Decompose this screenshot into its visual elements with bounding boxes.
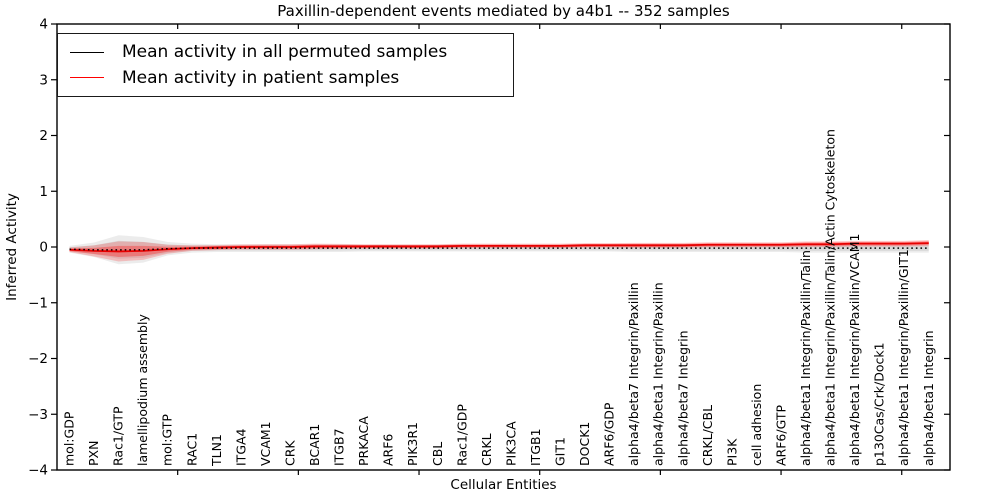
y-tick-label: −3 xyxy=(28,407,48,423)
x-category-label: alpha4/beta1 Integrin/Paxillin/Talin/Act… xyxy=(823,129,838,466)
x-category-label: ITGB7 xyxy=(332,428,347,466)
permuted-distribution-band xyxy=(69,235,929,265)
x-category-label: alpha4/beta1 Integrin/Paxillin/GIT1 xyxy=(896,249,911,466)
y-tick-label: 2 xyxy=(39,128,48,144)
y-tick-label: −4 xyxy=(28,463,48,479)
permuted-distribution-band-inner xyxy=(69,240,929,259)
y-tick-label: 1 xyxy=(39,184,48,200)
legend: Mean activity in all permuted samples Me… xyxy=(57,33,514,97)
legend-label-permuted: Mean activity in all permuted samples xyxy=(122,42,448,63)
x-category-label: alpha4/beta1 Integrin xyxy=(921,330,936,466)
x-axis-title: Cellular Entities xyxy=(450,477,557,493)
x-category-label: ITGB1 xyxy=(528,428,543,466)
legend-item-patient: Mean activity in patient samples xyxy=(70,68,501,88)
x-category-label: RAC1 xyxy=(184,433,199,466)
x-category-label: VCAM1 xyxy=(258,421,273,466)
x-category-label: p130Cas/Crk/Dock1 xyxy=(872,342,887,466)
y-tick-label: −1 xyxy=(28,295,48,311)
x-category-label: alpha4/beta7 Integrin xyxy=(675,330,690,466)
x-category-label: mol:GDP xyxy=(62,411,77,466)
x-category-label: ITGA4 xyxy=(233,428,248,466)
x-category-label: TLN1 xyxy=(209,434,224,467)
x-category-label: alpha4/beta7 Integrin/Paxillin xyxy=(626,282,641,466)
legend-item-permuted: Mean activity in all permuted samples xyxy=(70,42,501,62)
x-category-label: BCAR1 xyxy=(307,424,322,466)
x-category-label: PIK3R1 xyxy=(405,422,420,466)
y-tick-label: −2 xyxy=(28,351,48,367)
x-category-label: CBL xyxy=(430,442,445,466)
x-category-label: mol:GTP xyxy=(160,414,175,466)
x-category-label: CRK xyxy=(282,440,297,466)
y-tick-label: 4 xyxy=(39,17,48,33)
legend-line-permuted-icon xyxy=(70,51,104,53)
x-category-label: CRKL/CBL xyxy=(700,405,715,466)
y-tick-label: 3 xyxy=(39,72,48,88)
x-category-label: Rac1/GTP xyxy=(111,406,126,466)
permuted-mean-line xyxy=(69,247,929,251)
legend-label-patient: Mean activity in patient samples xyxy=(122,67,400,88)
legend-line-patient-icon xyxy=(70,77,104,79)
x-category-label: ARF6 xyxy=(381,434,396,466)
x-category-label: Rac1/GDP xyxy=(454,404,469,466)
x-category-label: lamellipodium assembly xyxy=(135,314,150,466)
chart-title: Paxillin-dependent events mediated by a4… xyxy=(277,2,730,20)
x-category-label: ARF6/GTP xyxy=(773,405,788,466)
x-category-label: alpha4/beta1 Integrin/Paxillin/Talin xyxy=(798,250,813,466)
x-category-label: GIT1 xyxy=(553,437,568,466)
x-category-label: PXN xyxy=(86,441,101,466)
x-category-label: cell adhesion xyxy=(749,384,764,466)
y-tick-label: 0 xyxy=(39,240,48,256)
x-category-label: PI3K xyxy=(724,438,739,466)
x-category-label: alpha4/beta1 Integrin/Paxillin/VCAM1 xyxy=(847,234,862,466)
x-category-label: DOCK1 xyxy=(577,422,592,466)
x-category-label: PRKACA xyxy=(356,416,371,466)
x-category-label: CRKL xyxy=(479,433,494,466)
x-category-label: alpha4/beta1 Integrin/Paxillin xyxy=(651,282,666,466)
x-category-label: PIK3CA xyxy=(503,421,518,466)
x-category-label: ARF6/GDP xyxy=(602,402,617,466)
